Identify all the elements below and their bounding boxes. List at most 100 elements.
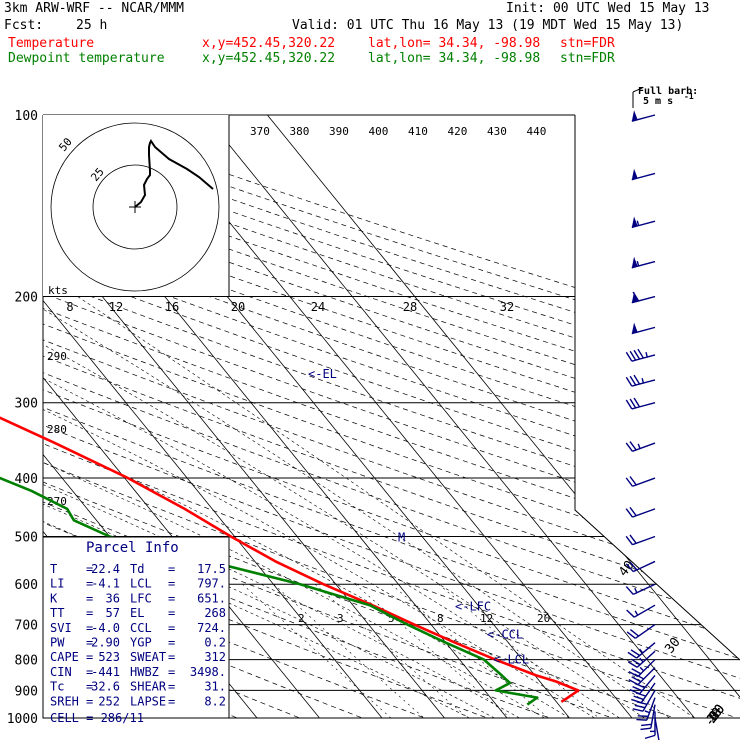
parcel-eq: =: [86, 636, 93, 650]
temperature-legend-latlon: lat,lon= 34.34, -98.98: [368, 36, 541, 51]
isotherm: [43, 115, 320, 718]
speed-tick-label: 8: [66, 300, 73, 314]
parcel-key: Td: [130, 562, 144, 576]
parcel-eq: =: [168, 680, 175, 694]
parcel-value: 17.5: [197, 562, 226, 576]
pressure-tick-label: 800: [15, 654, 38, 669]
speed-tick-label: 16: [165, 300, 179, 314]
pressure-tick-label: 500: [15, 530, 38, 545]
dewpoint-legend-xy: x,y=452.45,320.22: [202, 51, 336, 66]
barb-legend-exponent: -1: [684, 92, 694, 101]
parcel-cell: CELL = 286/11: [50, 711, 144, 725]
parcel-value: 252: [98, 694, 120, 708]
parcel-eq: =: [168, 606, 175, 620]
parcel-eq: =: [168, 665, 175, 679]
dry-adiabat: [43, 115, 740, 718]
level-marker-label: <-EL: [308, 367, 337, 381]
dry-adiabat: [43, 115, 675, 718]
parcel-key: SHEAR: [130, 680, 167, 694]
dry-adiabat: [43, 115, 740, 718]
mixing-ratio-label: 8: [437, 612, 444, 625]
theta-label: 420: [448, 125, 468, 138]
sounding-profiles: [0, 416, 580, 706]
pressure-tick-label: 200: [15, 291, 38, 306]
parcel-value: 797.: [197, 577, 226, 591]
moist-adiabat: [43, 296, 670, 718]
dry-adiabat: [43, 115, 740, 718]
dewpoint-legend-station: stn=FDR: [560, 51, 615, 66]
parcel-panel-box: [42, 536, 230, 719]
wind-barb: [627, 642, 656, 659]
parcel-key: SWEAT: [130, 650, 166, 664]
wind-barb: [625, 397, 656, 410]
parcel-value: -4.1: [91, 577, 120, 591]
theta-label: 440: [527, 125, 547, 138]
wind-barb: [625, 348, 656, 362]
pressure-tick-label: 100: [15, 109, 38, 124]
dry-adiabat: [43, 115, 740, 718]
wind-barbs: [625, 110, 660, 740]
forecast-hour: 25 h: [76, 18, 108, 33]
wind-barb: [627, 650, 656, 668]
theta-label: 430: [487, 125, 507, 138]
parcel-eq: =: [168, 577, 175, 591]
parcel-value: 724.: [197, 621, 226, 635]
parcel-eq: =: [168, 694, 175, 708]
parcel-key: LI: [50, 577, 64, 591]
parcel-value: 32.6: [91, 680, 120, 694]
parcel-value: 0.2: [204, 636, 226, 650]
forecast-label: Fcst:: [4, 18, 44, 33]
parcel-value: 8.2: [204, 694, 226, 708]
level-marker-label: M: [398, 530, 405, 544]
dry-adiabat: [43, 115, 425, 718]
parcel-eq: =: [86, 650, 93, 664]
theta-label: 390: [329, 125, 349, 138]
wind-barb: [631, 291, 656, 304]
parcel-eq: =: [86, 562, 93, 576]
dry-adiabat: [43, 115, 740, 718]
speed-tick-label: 20: [231, 300, 245, 314]
dewpoint-profile: [0, 476, 539, 706]
parcel-eq: =: [168, 621, 175, 635]
dry-adiabat: [43, 115, 488, 718]
wind-barb: [631, 322, 656, 335]
model-title: 3km ARW-WRF -- NCAR/MMM: [4, 1, 185, 16]
wind-barb: [629, 674, 656, 695]
mixing-ratio-label: 5: [388, 612, 395, 625]
parcel-key: CCL: [130, 621, 152, 635]
parcel-eq: =: [86, 665, 93, 679]
level-marker-label: <-LFC: [455, 600, 491, 614]
parcel-eq: =: [86, 606, 93, 620]
parcel-key: K: [50, 591, 58, 605]
parcel-eq: =: [168, 636, 175, 650]
parcel-key: SREH: [50, 694, 79, 708]
wind-barb: [625, 476, 656, 487]
level-marker-label: <-LCL: [493, 653, 529, 667]
parcel-key: CAPE: [50, 650, 79, 664]
temperature-legend-station: stn=FDR: [560, 36, 615, 51]
parcel-eq: =: [168, 591, 175, 605]
init-time: Init: 00 UTC Wed 15 May 13: [506, 1, 710, 16]
parcel-key: LFC: [130, 591, 152, 605]
parcel-value: 523: [98, 650, 120, 664]
moist-adiabat: [43, 296, 645, 718]
parcel-value: 57: [106, 606, 120, 620]
parcel-key: PW: [50, 636, 65, 650]
valid-time: Valid: 01 UTC Thu 16 May 13 (19 MDT Wed …: [292, 18, 684, 33]
parcel-key: SVI: [50, 621, 72, 635]
parcel-key: LCL: [130, 577, 152, 591]
parcel-key: HWBZ: [130, 665, 159, 679]
parcel-key: YGP: [130, 636, 152, 650]
wind-barb: [625, 374, 656, 387]
theta-label: 380: [290, 125, 310, 138]
wind-barb: [626, 604, 656, 618]
wind-barb: [625, 506, 656, 518]
wind-barb: [640, 704, 656, 731]
pressure-tick-label: 400: [15, 472, 38, 487]
parcel-value: 31.: [204, 680, 226, 694]
wind-barb: [631, 256, 656, 269]
parcel-key: T: [50, 562, 57, 576]
wind-barb: [628, 659, 656, 678]
mixing-ratio-line: [273, 583, 425, 718]
